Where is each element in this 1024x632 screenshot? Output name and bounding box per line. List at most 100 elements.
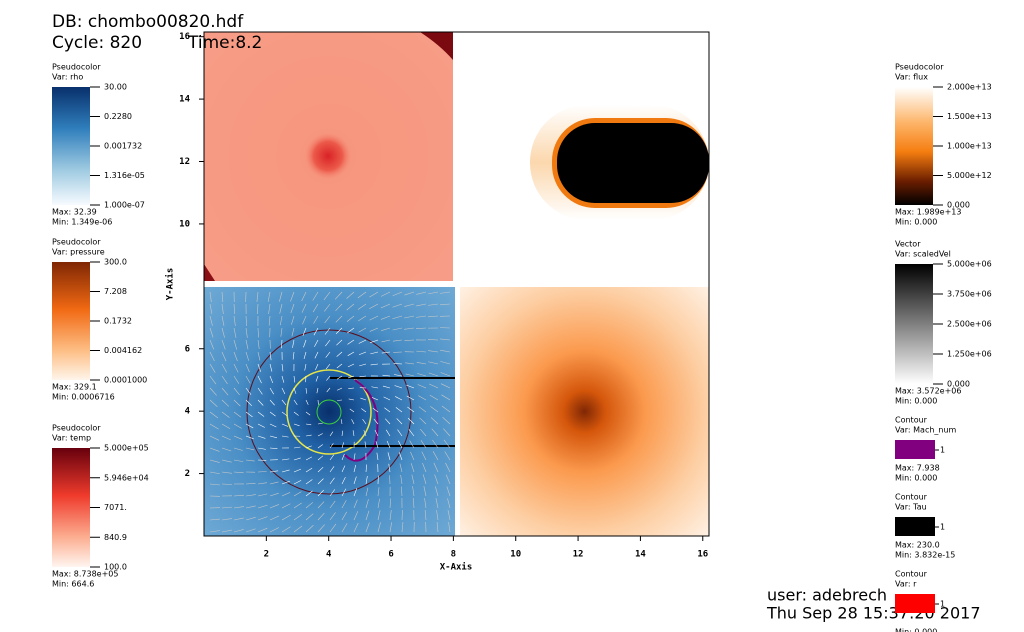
vector-arrow [422, 462, 427, 473]
vector-arrow [341, 477, 346, 485]
y-tick-label: 16 [179, 32, 190, 42]
vector-arrow [209, 483, 220, 486]
vector-arrow [245, 315, 247, 326]
colorbar [52, 262, 90, 380]
vector-arrow [281, 339, 283, 349]
vector-arrow [221, 518, 232, 521]
vector-arrow [404, 339, 415, 341]
vector-arrow [245, 505, 256, 509]
contour-swatch [895, 517, 935, 536]
vector-arrow [303, 339, 307, 348]
vector-arrow [441, 405, 451, 413]
vector-arrow [329, 477, 335, 485]
vector-arrow [281, 375, 285, 383]
vector-arrow [329, 500, 336, 509]
vector-arrow [353, 453, 356, 461]
vector-arrow [395, 396, 403, 401]
vector-arrow [446, 486, 451, 497]
vector-arrow [365, 476, 368, 485]
vector-arrow [293, 446, 301, 449]
vector-arrow [347, 327, 355, 334]
vector-arrow [382, 385, 391, 389]
vector-arrow [411, 474, 415, 485]
vector-arrow [291, 327, 295, 337]
vector-arrow [398, 452, 403, 461]
flux-core [557, 123, 709, 203]
legend-max: Max: 230.0 [895, 541, 940, 550]
legend-var: Var: pressure [52, 248, 105, 257]
vector-arrow [353, 464, 357, 473]
vector-arrow [245, 447, 255, 451]
colorbar-label: 100.0 [104, 563, 127, 572]
vector-arrow [305, 456, 313, 461]
date: Thu Sep 28 15:37:20 2017 [766, 604, 981, 623]
legend-var: Var: r [895, 580, 917, 589]
pressure-panel [460, 287, 709, 536]
vector-arrow [369, 327, 379, 332]
vector-arrow [233, 447, 243, 451]
vector-arrow [348, 387, 355, 389]
vector-arrow [440, 349, 451, 353]
vector-arrow [444, 451, 451, 461]
vector-arrow [281, 387, 286, 395]
vector-arrow [392, 315, 403, 320]
vector-arrow [436, 510, 439, 521]
vector-arrow [410, 451, 415, 461]
vector-arrow [257, 303, 259, 314]
colorbar [52, 87, 90, 205]
vector-arrow [365, 510, 370, 521]
vector-arrow [416, 315, 427, 318]
vector-arrow [404, 291, 415, 296]
legend-var: Var: flux [895, 73, 928, 82]
colorbar-label: 300.0 [104, 258, 127, 267]
vector-arrow [245, 494, 256, 497]
vector-arrow [359, 375, 367, 378]
vector-arrow [301, 303, 307, 313]
legend-kind: Vector [895, 240, 921, 249]
colorbar-label: 7.208 [104, 287, 127, 296]
temp-corner [420, 32, 453, 60]
vector-arrow [233, 423, 242, 429]
vector-arrow [221, 315, 225, 326]
vector-arrow [221, 447, 232, 452]
legend-var: Var: scaledVel [895, 250, 951, 259]
x-tick-label: 12 [573, 550, 584, 560]
vector-arrow [326, 387, 331, 393]
vector-arrow [428, 291, 439, 295]
vector-arrow [352, 430, 355, 437]
vector-arrow [305, 502, 314, 509]
vector-arrow [209, 459, 220, 463]
vector-arrow [381, 327, 391, 331]
legend-max: Max: 7.938 [895, 464, 940, 473]
colorbar-label: 5.946e+04 [104, 473, 149, 482]
vector-arrow [398, 440, 403, 449]
vector-arrow [406, 384, 415, 389]
vector-arrow [221, 351, 227, 362]
vector-arrow [245, 528, 256, 533]
vector-arrow [335, 303, 343, 312]
vector-arrow [341, 500, 347, 509]
vector-arrow [257, 351, 261, 361]
vector-arrow [233, 315, 236, 326]
vector-arrow [369, 291, 379, 298]
vector-arrow [442, 417, 451, 425]
colorbar-label: 0.2280 [104, 112, 132, 121]
colorbar-label: 1.316e-05 [104, 171, 145, 180]
vector-arrow [428, 315, 439, 318]
vector-arrow [341, 488, 347, 497]
vector-arrow [341, 523, 348, 533]
vector-arrow [440, 291, 451, 294]
vector-arrow [257, 527, 268, 533]
vector-arrow [221, 291, 224, 302]
vector-arrow [209, 291, 212, 302]
vector-arrow [326, 375, 331, 381]
vector-arrow [369, 315, 379, 321]
contour-tau [286, 369, 372, 455]
rho-panel [204, 287, 455, 536]
vector-arrow [428, 350, 439, 353]
colorbar-label: 840.9 [104, 533, 127, 542]
vector-arrow [221, 529, 232, 533]
legend-min: Min: 664.6 [52, 580, 94, 589]
vector-arrow [362, 418, 367, 425]
y-tick-label: 12 [179, 157, 190, 167]
